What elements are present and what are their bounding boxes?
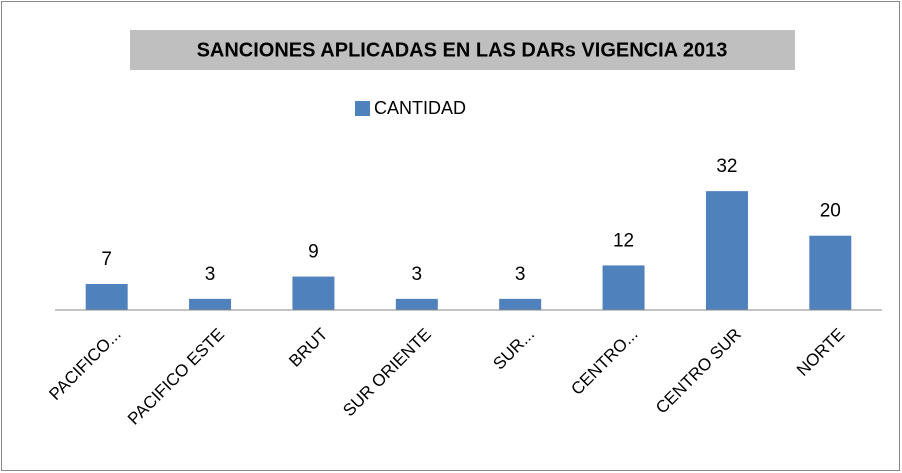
bar [705, 191, 748, 310]
data-label: 3 [515, 264, 526, 285]
data-label: 3 [205, 264, 216, 285]
legend-label: CANTIDAD [374, 98, 466, 118]
chart-title: SANCIONES APLICADAS EN LAS DARs VIGENCIA… [197, 39, 728, 61]
bar [602, 265, 645, 310]
title-background [130, 30, 795, 70]
data-label: 7 [101, 249, 112, 270]
bar [499, 298, 542, 310]
data-label: 3 [412, 264, 423, 285]
data-label: 9 [308, 242, 319, 263]
data-label: 20 [820, 201, 841, 222]
bar [395, 298, 438, 310]
bar [189, 298, 232, 310]
bar [809, 235, 852, 310]
bar [85, 284, 128, 310]
data-label: 32 [716, 156, 737, 177]
data-label: 12 [613, 230, 634, 251]
legend-swatch [355, 101, 370, 116]
bar [292, 276, 335, 310]
